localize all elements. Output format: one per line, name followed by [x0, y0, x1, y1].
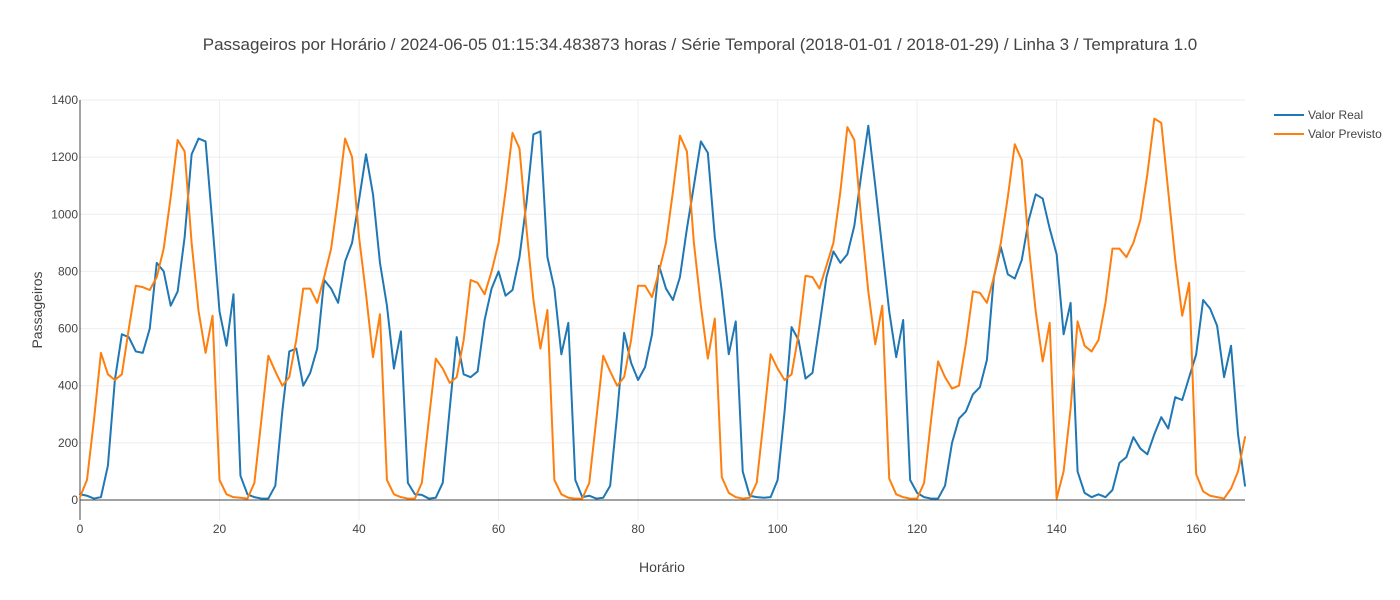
- plot-area: [79, 117, 1246, 500]
- axes: [79, 100, 1245, 520]
- series-line-valor-previsto: [79, 117, 1246, 500]
- tick-labels: 0 20 40 60 80 100 120 140 160 0 200 400 600 800 1000 12…: [51, 93, 1206, 536]
- x-tick-label: 0: [77, 522, 84, 536]
- legend: Valor Real Valor Previsto: [1274, 108, 1382, 141]
- chart-title: Passageiros por Horário / 2024-06-05 01:…: [203, 35, 1198, 54]
- y-tick-label: 1200: [51, 150, 78, 164]
- series-line-valor-real: [79, 124, 1246, 500]
- x-tick-label: 160: [1186, 522, 1206, 536]
- x-tick-label: 40: [352, 522, 366, 536]
- y-tick-label: 1000: [51, 207, 78, 221]
- x-tick-label: 100: [768, 522, 788, 536]
- y-tick-label: 800: [58, 264, 78, 278]
- x-tick-label: 140: [1047, 522, 1067, 536]
- legend-entry-label: Valor Real: [1308, 108, 1363, 122]
- x-tick-label: 80: [631, 522, 645, 536]
- x-tick-label: 20: [213, 522, 227, 536]
- x-tick-label: 120: [907, 522, 927, 536]
- y-tick-label: 600: [58, 322, 78, 336]
- y-tick-label: 200: [58, 436, 78, 450]
- x-axis-title: Horário: [639, 559, 685, 575]
- legend-entry-label: Valor Previsto: [1308, 127, 1382, 141]
- y-tick-label: 400: [58, 379, 78, 393]
- y-tick-label: 0: [71, 493, 78, 507]
- y-axis-title: Passageiros: [29, 271, 45, 348]
- x-tick-label: 60: [492, 522, 506, 536]
- y-tick-label: 1400: [51, 93, 78, 107]
